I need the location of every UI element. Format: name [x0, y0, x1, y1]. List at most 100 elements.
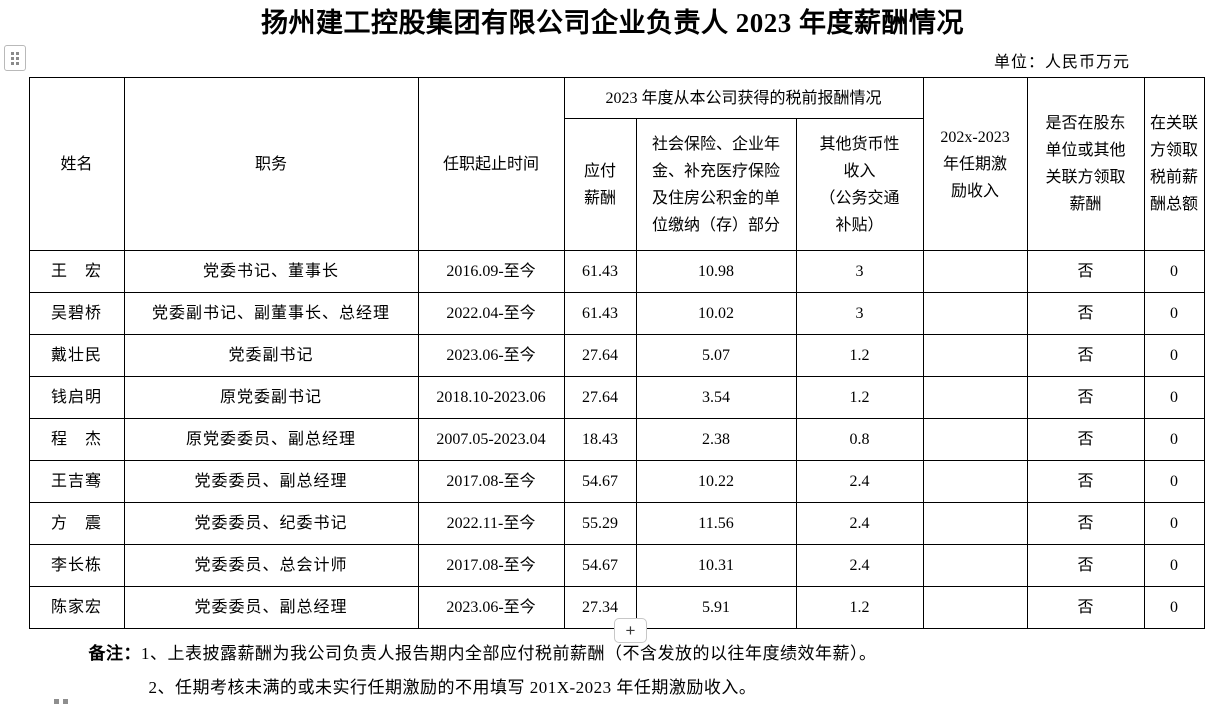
cell-salary: 55.29	[563, 502, 637, 545]
cell-shareholder: 否	[1026, 418, 1145, 461]
shareholder-line-1: 是否在股东	[1045, 115, 1126, 132]
cell-name: 吴碧桥	[28, 292, 125, 335]
cell-position: 党委委员、副总经理	[123, 460, 419, 503]
col-header-related-total: 在关联 方领取 税前薪 酬总额	[1143, 77, 1205, 251]
cell-related-total: 0	[1143, 460, 1205, 503]
cell-name: 李长栋	[28, 544, 125, 587]
col-header-term: 任职起止时间	[417, 77, 565, 251]
col-header-salary: 应付 薪酬	[563, 118, 637, 251]
table-row: 程 杰原党委委员、副总经理 2007.05-2023.04 18.43 2.38 0.8…	[28, 418, 1205, 461]
other-line-3: （公务交通	[819, 189, 900, 207]
cell-insurance: 3.54	[635, 376, 797, 419]
insurance-line-1: 社会保险、企业年	[651, 135, 780, 153]
cell-insurance: 5.07	[635, 334, 797, 377]
cell-term: 2017.08-至今	[417, 460, 565, 503]
cell-salary: 61.43	[563, 250, 637, 293]
incentive-line-2: 年任期激	[943, 155, 1008, 173]
cell-position: 原党委副书记	[123, 376, 419, 419]
cell-term: 2023.06-至今	[417, 586, 565, 629]
cell-term: 2016.09-至今	[417, 250, 565, 293]
col-header-incentive: 202x-2023 年任期激 励收入	[922, 77, 1028, 251]
cell-other: 1.2	[795, 334, 924, 377]
cell-incentive	[922, 460, 1028, 503]
cell-incentive	[922, 334, 1028, 377]
table-head: 姓名 职务 任职起止时间 2023 年度从本公司获得的税前报酬情况 202x-2…	[28, 77, 1205, 251]
other-line-1: 其他货币性	[819, 135, 900, 153]
cell-related-total: 0	[1143, 334, 1205, 377]
cell-incentive	[922, 418, 1028, 461]
cell-other: 1.2	[795, 586, 924, 629]
related-line-1: 在关联	[1150, 115, 1199, 132]
other-line-2: 收入	[843, 162, 876, 180]
table-row: 方 震党委委员、纪委书记 2022.11-至今 55.29 11.56 2.4 否 0	[28, 502, 1205, 545]
incentive-line-3: 励收入	[951, 182, 1000, 200]
cell-insurance: 10.98	[635, 250, 797, 293]
cell-related-total: 0	[1143, 544, 1205, 587]
cell-shareholder: 否	[1026, 460, 1145, 503]
col-header-name: 姓名	[28, 77, 125, 251]
cell-incentive	[922, 250, 1028, 293]
cell-shareholder: 否	[1026, 586, 1145, 629]
cell-incentive	[922, 376, 1028, 419]
cell-salary: 27.64	[563, 334, 637, 377]
cell-position: 党委书记、董事长	[123, 250, 419, 293]
col-header-other-income: 其他货币性 收入 （公务交通 补贴）	[795, 118, 924, 251]
cell-insurance: 2.38	[635, 418, 797, 461]
cell-name: 陈家宏	[28, 586, 125, 629]
cell-other: 3	[795, 250, 924, 293]
shareholder-line-2: 单位或其他	[1045, 142, 1126, 159]
cell-name: 程 杰	[28, 418, 125, 461]
table-row: 吴碧桥 党委副书记、副董事长、总经理 2022.04-至今 61.43 10.02 3 否 0	[28, 292, 1205, 335]
cell-related-total: 0	[1143, 250, 1205, 293]
cell-incentive	[922, 502, 1028, 545]
page-title: 扬州建工控股集团有限公司企业负责人 2023 年度薪酬情况	[261, 8, 964, 38]
cell-position: 党委委员、纪委书记	[123, 502, 419, 545]
table-body: 王 宏党委书记、董事长 2016.09-至今 61.43 10.98 3 否 0 吴碧桥 党委副…	[28, 250, 1205, 629]
insurance-line-4: 位缴纳（存）部分	[651, 216, 780, 234]
cell-insurance: 10.31	[635, 544, 797, 587]
cell-shareholder: 否	[1026, 292, 1145, 335]
salary-line-1: 应付	[583, 162, 616, 180]
cell-term: 2007.05-2023.04	[417, 418, 565, 461]
salary-table-wrapper: 姓名 职务 任职起止时间 2023 年度从本公司获得的税前报酬情况 202x-2…	[28, 77, 1205, 629]
cell-name: 戴壮民	[28, 334, 125, 377]
cell-other: 3	[795, 292, 924, 335]
cell-term: 2018.10-2023.06	[417, 376, 565, 419]
cell-incentive	[922, 292, 1028, 335]
incentive-line-1: 202x-2023	[940, 128, 1010, 146]
shareholder-line-3: 关联方领取	[1045, 169, 1126, 186]
add-plus-button[interactable]: +	[614, 618, 647, 643]
cell-insurance: 5.91	[635, 586, 797, 629]
notes-label: 备注：	[88, 644, 141, 663]
drag-handle-widget[interactable]	[4, 45, 26, 71]
table-row: 戴壮民 党委副书记 2023.06-至今 27.64 5.07 1.2 否 0	[28, 334, 1205, 377]
cell-position: 原党委委员、副总经理	[123, 418, 419, 461]
cell-term: 2022.11-至今	[417, 502, 565, 545]
cell-related-total: 0	[1143, 502, 1205, 545]
note-line-1: 备注：1、上表披露薪酬为我公司负责人报告期内全部应付税前薪酬（不含发放的以往年度…	[29, 637, 1197, 671]
cell-other: 2.4	[795, 544, 924, 587]
salary-table: 姓名 职务 任职起止时间 2023 年度从本公司获得的税前报酬情况 202x-2…	[28, 77, 1205, 629]
cell-related-total: 0	[1143, 292, 1205, 335]
note-1-text: 1、上表披露薪酬为我公司负责人报告期内全部应付税前薪酬（不含发放的以往年度绩效年…	[141, 644, 877, 663]
note-2-text: 2、任期考核未满的或未实行任期激励的不用填写 201X-2023 年任期激励收入…	[148, 678, 757, 697]
col-header-position: 职务	[123, 77, 419, 251]
cell-shareholder: 否	[1026, 502, 1145, 545]
cell-salary: 18.43	[563, 418, 637, 461]
unit-label: 单位：人民币万元	[993, 54, 1130, 71]
cell-position: 党委委员、副总经理	[123, 586, 419, 629]
cell-incentive	[922, 544, 1028, 587]
cell-salary: 27.64	[563, 376, 637, 419]
cell-other: 2.4	[795, 460, 924, 503]
cell-shareholder: 否	[1026, 544, 1145, 587]
bottom-resize-marker[interactable]	[54, 699, 68, 704]
insurance-line-2: 金、补充医疗保险	[651, 162, 780, 180]
note-line-2: 2、任期考核未满的或未实行任期激励的不用填写 201X-2023 年任期激励收入…	[29, 671, 1197, 705]
cell-position: 党委副书记、副董事长、总经理	[123, 292, 419, 335]
col-header-shareholder: 是否在股东 单位或其他 关联方领取 薪酬	[1026, 77, 1145, 251]
cell-position: 党委委员、总会计师	[123, 544, 419, 587]
header-row-sub: 应付 薪酬 社会保险、企业年 金、补充医疗保险 及住房公积金的单 位缴纳（存）部…	[29, 118, 1204, 251]
table-row: 王吉骞 党委委员、副总经理 2017.08-至今 54.67 10.22 2.4 否 0	[28, 460, 1205, 503]
cell-name: 方 震	[28, 502, 125, 545]
cell-shareholder: 否	[1026, 376, 1145, 419]
